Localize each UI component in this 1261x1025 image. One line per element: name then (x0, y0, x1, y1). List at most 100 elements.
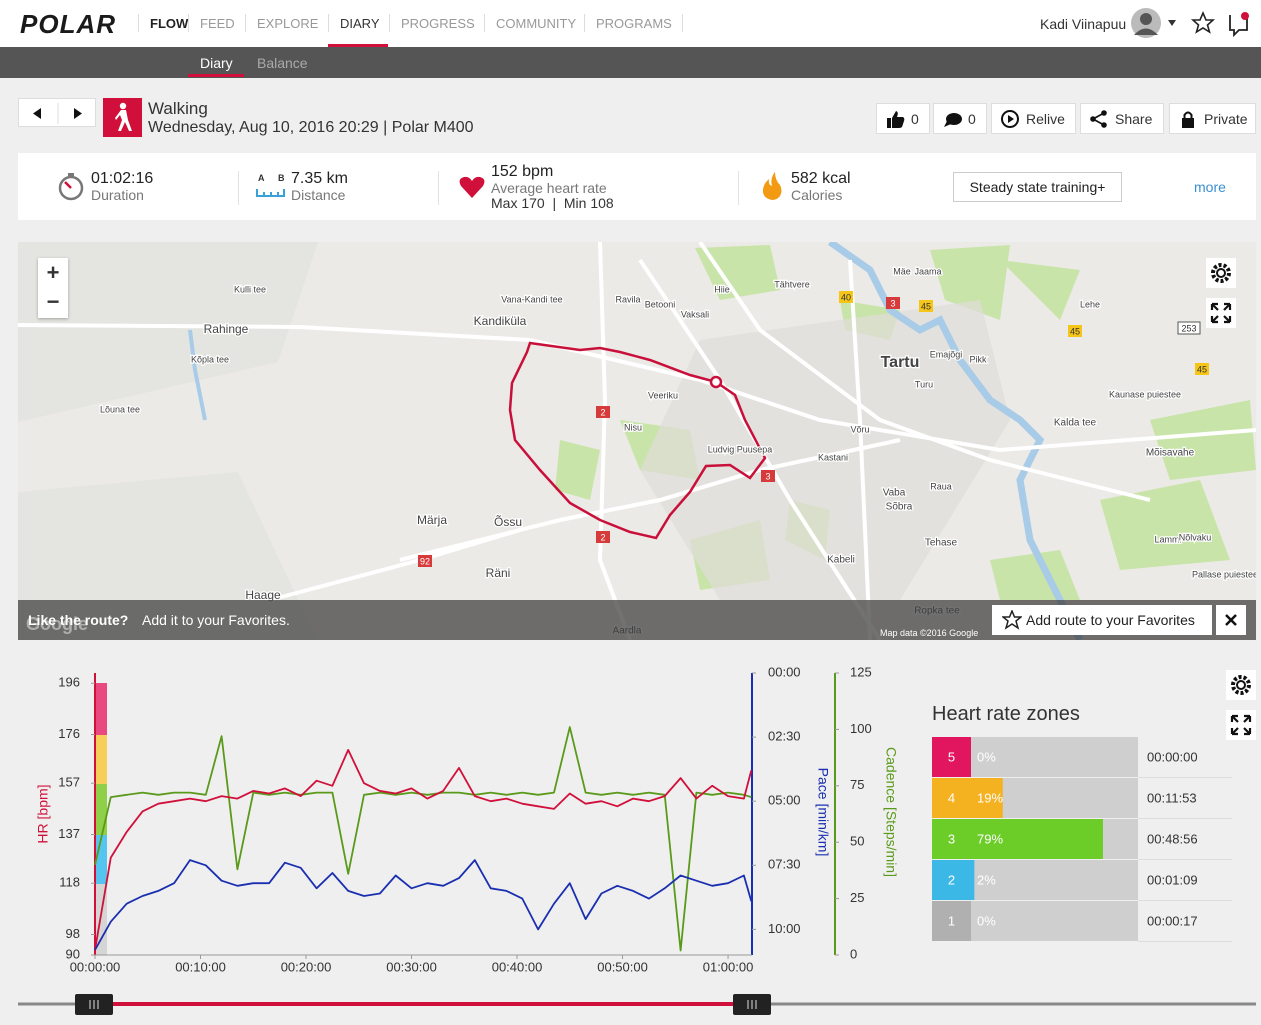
zone-number: 3 (948, 831, 955, 846)
zoom-control[interactable]: + − (38, 258, 68, 318)
park (1100, 480, 1230, 570)
nav-item[interactable]: PROGRAMS (596, 16, 672, 31)
road-number: 45 (1070, 326, 1080, 336)
y2-tick-label: 00:00 (768, 664, 801, 679)
nav-item[interactable]: FLOW (150, 16, 189, 31)
road-number-badge (1068, 325, 1082, 337)
clock-top (68, 173, 74, 176)
brand-logo[interactable]: POLAR (20, 9, 116, 39)
training-benefit-button[interactable]: Steady state training+ (953, 172, 1122, 202)
more-link[interactable]: more (1194, 179, 1226, 195)
nav-item[interactable]: DIARY (340, 16, 380, 31)
map-label: Lehe (1080, 299, 1100, 309)
summary-separator (738, 171, 739, 205)
nav-separator (584, 14, 585, 32)
road-number-badge (886, 297, 900, 309)
y-tick-label: 90 (66, 946, 80, 961)
park (1000, 260, 1080, 320)
road-number-badge (1177, 321, 1201, 335)
nav-separator (138, 14, 139, 32)
distance-ruler (256, 189, 285, 197)
zone-number: 4 (948, 790, 955, 805)
map: Rahinge Kandiküla Tartu Märja Õssu Räni Haage V… (18, 242, 1256, 640)
map-label: Jaama (914, 266, 941, 276)
close-favorites[interactable] (1216, 605, 1246, 635)
terrain (18, 472, 318, 640)
user-name[interactable]: Kadi Viinapuu (1040, 16, 1127, 32)
links (1092, 112, 1105, 126)
sport-name: Walking (148, 99, 208, 118)
summary-card: 01:02:16 Duration A B 7.35 km Distance 152 bpm… (18, 153, 1256, 220)
relive-button[interactable]: Relive (991, 103, 1076, 134)
zone-time: 00:00:00 (1147, 749, 1198, 764)
favorite-button[interactable]: Add route to your Favorites (992, 605, 1212, 635)
gear (1231, 675, 1251, 695)
zoom-out[interactable]: − (46, 289, 60, 314)
distance-value: 7.35 km (291, 170, 348, 187)
road-number-badge (761, 470, 775, 482)
road-number: 40 (841, 292, 851, 302)
y-axis-title: HR [bpm] (35, 784, 51, 843)
zone-percent: 0% (977, 749, 996, 764)
heart-icon (459, 176, 485, 198)
map-label: Raua (930, 481, 952, 491)
zone-percent: 19% (977, 790, 1003, 805)
map-label: Lõuna tee (100, 404, 140, 414)
nav-separator (188, 14, 189, 32)
lock-icon (1182, 111, 1194, 128)
map-label: Kabeli (827, 555, 855, 566)
zone-percent: 0% (977, 913, 996, 928)
gear (1211, 263, 1231, 283)
favorite-star (1002, 610, 1022, 630)
map-label: Kaunase puiestee (1109, 389, 1181, 399)
road-number-badge (839, 291, 853, 303)
y3-tick-label: 125 (850, 664, 872, 679)
private-button[interactable]: Private (1169, 103, 1256, 134)
nav-item[interactable]: FEED (200, 16, 235, 31)
sub-nav-item[interactable]: Balance (257, 55, 308, 71)
ring (1001, 110, 1019, 128)
road-number: 3 (890, 298, 895, 308)
action-label: Private (1204, 111, 1248, 127)
nav-separator (484, 14, 485, 32)
avatar-body (1134, 28, 1158, 35)
heart-rate-label: Average heart rate (491, 180, 607, 196)
road-number: 2 (600, 532, 605, 542)
road-number: 3 (765, 471, 770, 481)
road-number-badge (919, 300, 933, 312)
prev-next[interactable] (18, 98, 96, 127)
map-label: Rahinge (204, 322, 249, 336)
nav-item[interactable]: COMMUNITY (496, 16, 577, 31)
nav-item[interactable]: PROGRESS (401, 16, 475, 31)
share-button[interactable]: Share (1080, 103, 1164, 134)
gear-core (1216, 268, 1226, 278)
map-label: Kandiküla (474, 314, 527, 328)
favorite-button-label: Add route to your Favorites (1026, 612, 1195, 628)
x-tick-label: 00:30:00 (386, 959, 437, 974)
map-label: Pallase puiestee (1192, 569, 1256, 579)
comment-count: 0 (968, 111, 976, 127)
zone-time: 00:01:09 (1147, 872, 1198, 887)
y2-tick-label: 10:00 (768, 921, 801, 936)
heart-rate-range: Max 170 | Min 108 (491, 195, 614, 211)
y-tick-label: 157 (58, 775, 80, 790)
x-tick-label: 00:00:00 (70, 959, 121, 974)
gear-core (1236, 680, 1246, 690)
zone-number-box (932, 901, 971, 941)
route-start (709, 375, 723, 389)
zone-bar (971, 778, 1003, 818)
favorite-hint: Add it to your Favorites. (142, 612, 290, 628)
handle-grip (89, 1000, 99, 1009)
zone-percent: 2% (977, 872, 996, 887)
bubble (946, 113, 962, 125)
river (827, 242, 1084, 640)
nav-item[interactable]: EXPLORE (257, 16, 319, 31)
share-icon (1090, 110, 1107, 128)
sub-nav-item[interactable]: Diary (200, 55, 233, 71)
comment-button[interactable]: 0 (933, 103, 987, 134)
y2-axis-title: Pace [min/km] (815, 768, 831, 857)
y2-tick-label: 02:30 (768, 729, 801, 744)
zoom-in[interactable]: + (46, 260, 60, 285)
map-label: Märja (417, 513, 447, 527)
like-button[interactable]: 0 (876, 103, 930, 134)
